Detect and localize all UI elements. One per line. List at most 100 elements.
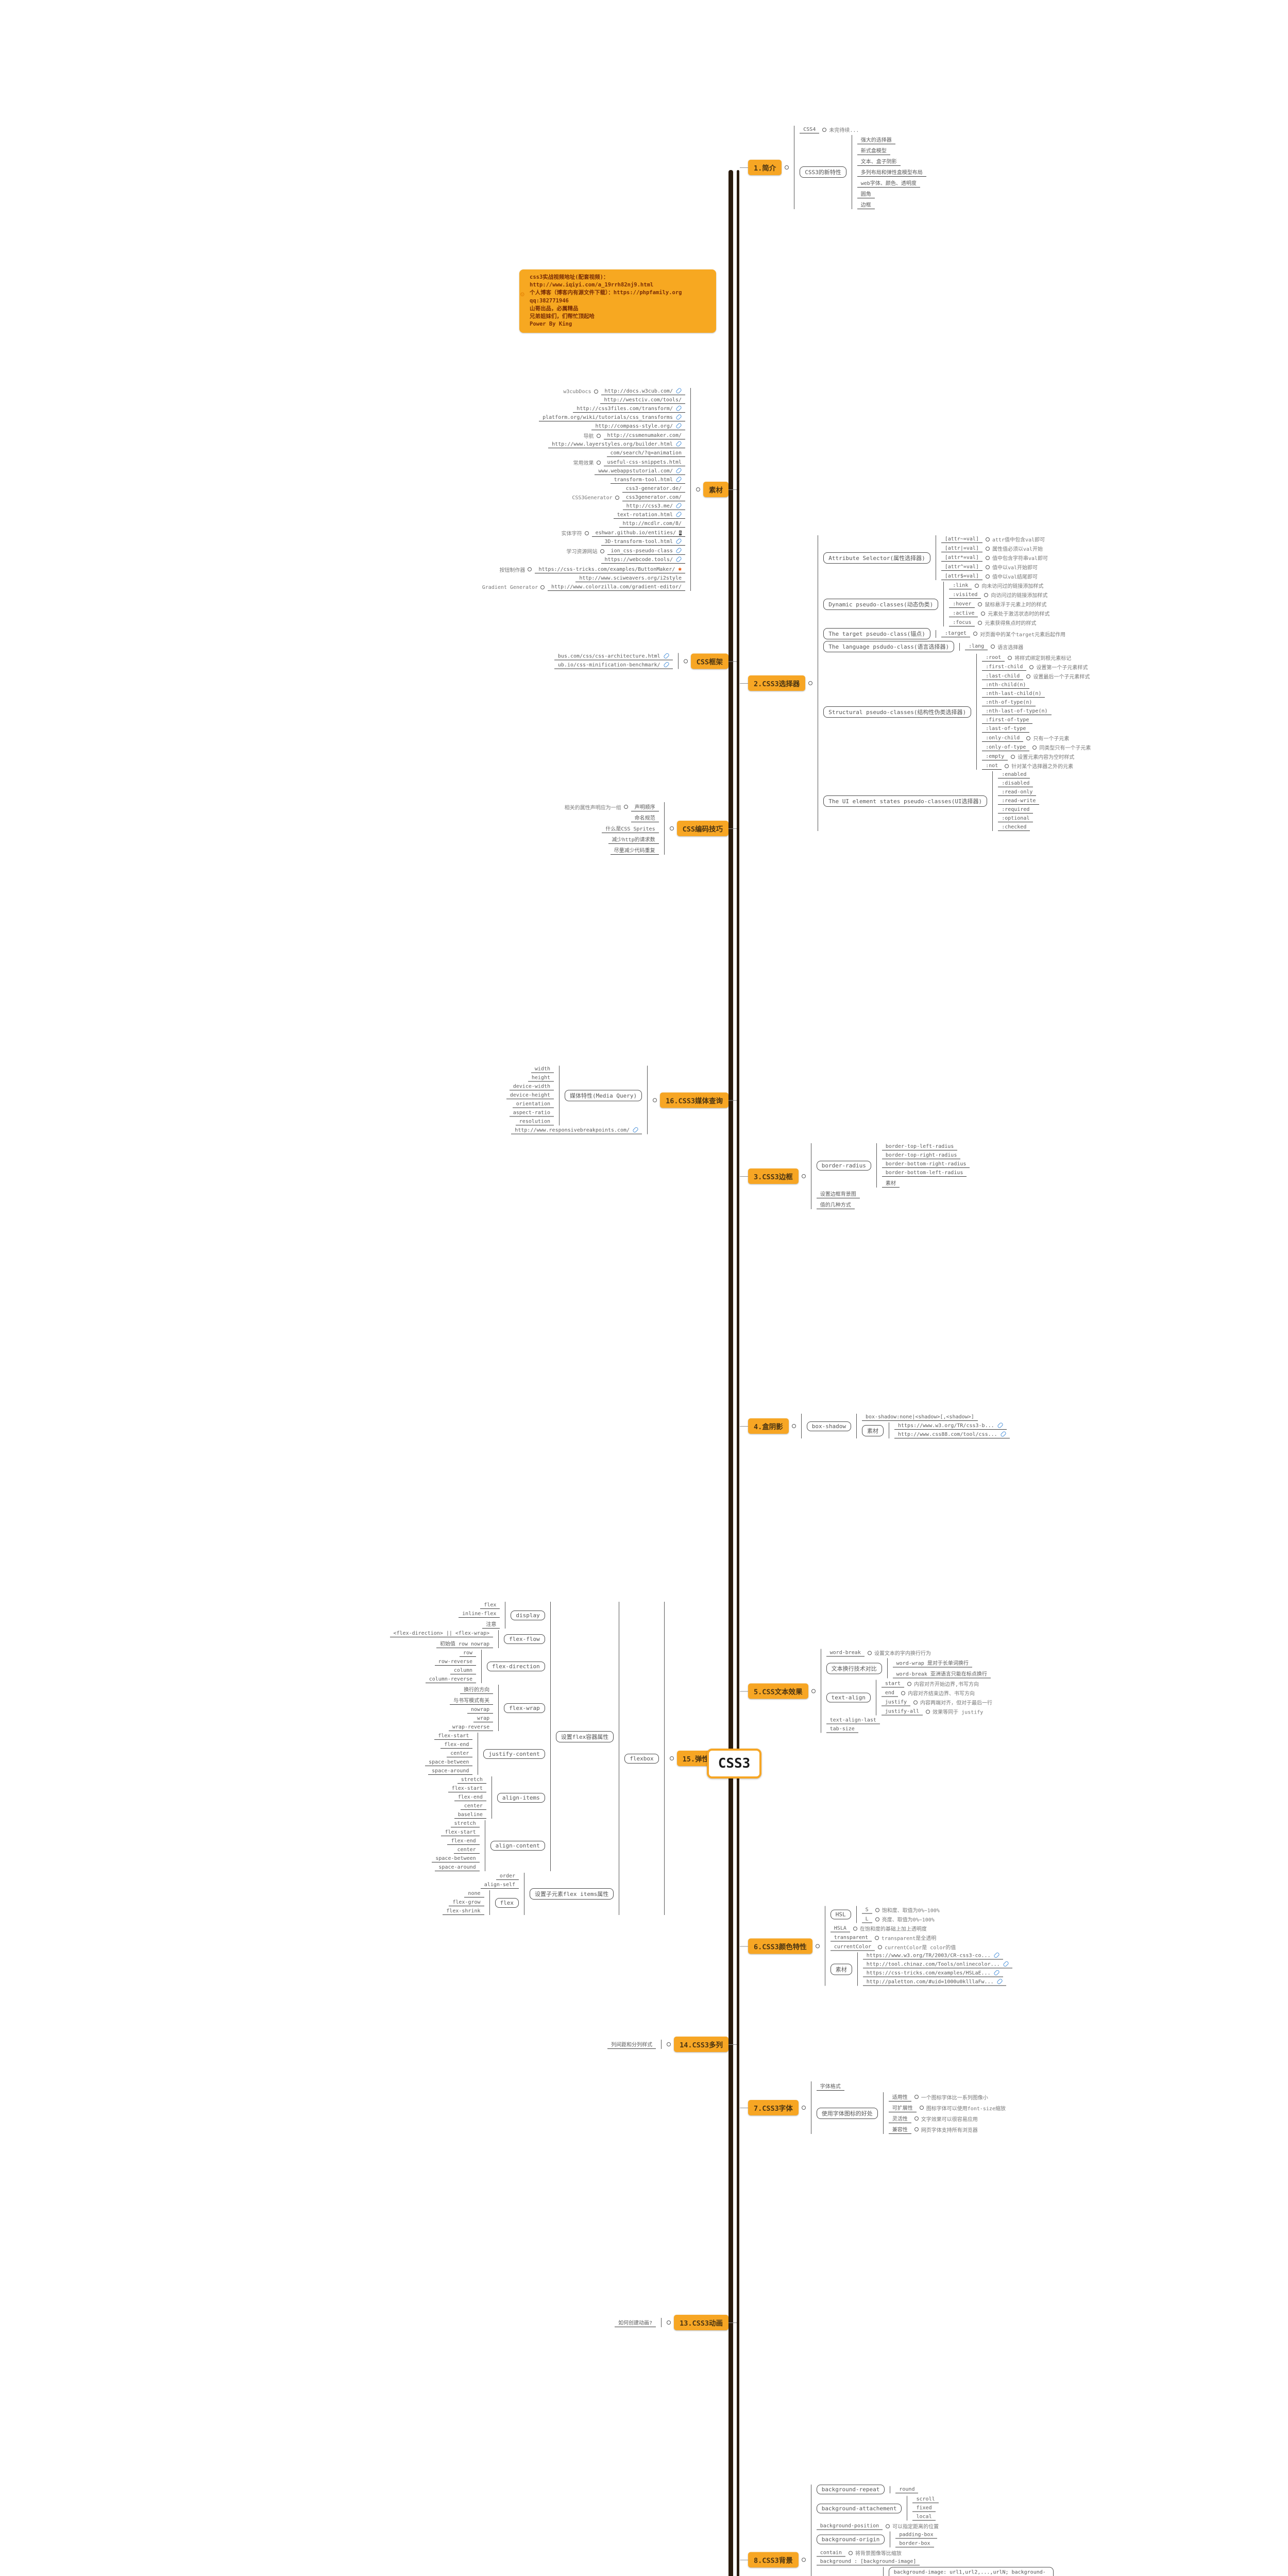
topic-node[interactable]: 设置flex容器属性 — [555, 1731, 614, 1742]
leaf-node[interactable]: space-around — [428, 1768, 473, 1775]
leaf-node[interactable]: ion_css-pseudo-class — [607, 547, 685, 555]
leaf-node[interactable]: http://www.sciweavers.org/i2style — [575, 575, 685, 582]
leaf-node[interactable]: tab-size — [826, 1726, 858, 1733]
leaf-node[interactable]: end — [881, 1689, 898, 1697]
leaf-node[interactable]: 3D-transform-tool.html — [601, 538, 685, 546]
leaf-node[interactable]: width — [531, 1066, 554, 1073]
leaf-node[interactable]: ub.io/css-minification-benchmark/ — [554, 661, 673, 669]
leaf-node[interactable]: useful-css-snippets.html — [603, 459, 685, 466]
leaf-node[interactable]: 多列布局和弹性盒模型布局 — [857, 167, 926, 177]
leaf-node[interactable]: 设置边框背景图 — [816, 1189, 860, 1198]
branch-node[interactable]: 2.CSS3选择器 — [748, 675, 806, 691]
leaf-node[interactable]: :link — [949, 582, 972, 589]
leaf-node[interactable]: :enabled — [998, 771, 1030, 778]
leaf-node[interactable]: :target — [941, 630, 971, 637]
branch-node[interactable]: 3.CSS3边框 — [748, 1168, 799, 1184]
branch-node[interactable]: 13.CSS3动画 — [674, 2315, 728, 2330]
topic-node[interactable]: 文本换行技术对比 — [826, 1663, 882, 1674]
leaf-node[interactable]: flex-start — [434, 1733, 473, 1740]
leaf-node[interactable]: http://mcdlr.com/8/ — [619, 520, 685, 528]
topic-node[interactable]: background-origin — [816, 2534, 885, 2545]
leaf-node[interactable]: [attr|=val] — [941, 545, 982, 552]
leaf-node[interactable]: http://tool.chinaz.com/Tools/onlinecolor… — [862, 1960, 1012, 1969]
leaf-node[interactable]: :visited — [949, 591, 981, 599]
leaf-node[interactable]: 素材 — [882, 1178, 900, 1188]
leaf-node[interactable]: 列间距和分列样式 — [607, 2040, 656, 2049]
leaf-node[interactable]: 圆角 — [857, 189, 875, 198]
leaf-node[interactable]: transform-tool.html — [610, 476, 685, 484]
leaf-node[interactable]: :read-only — [998, 789, 1037, 796]
leaf-node[interactable]: :first-child — [982, 664, 1027, 671]
leaf-node[interactable]: start — [881, 1680, 904, 1687]
leaf-node[interactable]: 注意 — [482, 1619, 500, 1629]
leaf-node[interactable]: http://www.colorzilla.com/gradient-edito… — [548, 584, 685, 591]
leaf-node[interactable]: space-around — [435, 1864, 480, 1871]
leaf-node[interactable]: baseline — [454, 1811, 486, 1819]
leaf-node[interactable]: :not — [982, 762, 1002, 770]
leaf-node[interactable]: contain — [816, 2549, 845, 2556]
leaf-node[interactable]: space-between — [432, 1855, 480, 1862]
leaf-node[interactable]: platform.org/wiki/tutorials/css_transfor… — [539, 414, 685, 421]
leaf-node[interactable]: :active — [949, 610, 978, 617]
topic-node[interactable]: background-repeat — [816, 2484, 885, 2495]
leaf-node[interactable]: border-top-right-radius — [882, 1152, 961, 1159]
branch-node[interactable]: 8.CSS3背景 — [748, 2552, 799, 2567]
leaf-node[interactable]: order — [496, 1873, 519, 1880]
leaf-node[interactable]: http://cssmenumaker.com/ — [603, 432, 685, 439]
topic-node[interactable]: The language psdudo-class(语言选择器) — [823, 641, 955, 652]
leaf-node[interactable]: :nth-last-of-type(n) — [982, 708, 1052, 715]
topic-node[interactable]: CSS3的新特性 — [800, 166, 846, 178]
topic-node[interactable]: box-shadow — [806, 1421, 851, 1431]
topic-node[interactable]: flexbox — [624, 1753, 659, 1764]
leaf-node[interactable]: scroll — [912, 2496, 939, 2503]
leaf-node[interactable]: bus.com/css/css-architecture.html — [554, 652, 673, 660]
leaf-node[interactable]: :nth-child(n) — [982, 682, 1030, 689]
leaf-node[interactable]: :lang — [965, 643, 988, 650]
leaf-node[interactable]: CSS4 — [800, 126, 820, 133]
leaf-node[interactable]: http://css3files.com/transform/ — [573, 405, 685, 413]
leaf-node[interactable]: :focus — [949, 619, 975, 626]
leaf-node[interactable]: column-reverse — [425, 1676, 477, 1683]
leaf-node[interactable]: http://www.layerstyles.org/builder.html — [548, 440, 685, 448]
leaf-node[interactable]: center — [460, 1803, 486, 1810]
leaf-node[interactable]: background : [background-image] — [816, 2558, 920, 2566]
leaf-node[interactable]: :nth-of-type(n) — [982, 699, 1036, 706]
topic-node[interactable]: Dynamic pseudo-classes(动态伪类) — [823, 598, 939, 610]
leaf-node[interactable]: [attr$=val] — [941, 573, 982, 580]
topic-node[interactable]: flex-wrap — [504, 1703, 545, 1713]
leaf-node[interactable]: 如何创建动画? — [615, 2318, 656, 2327]
leaf-node[interactable]: flex — [480, 1602, 500, 1609]
topic-node[interactable]: display — [511, 1610, 545, 1620]
leaf-node[interactable]: S — [861, 1906, 872, 1913]
topic-node[interactable]: flex — [495, 1897, 519, 1908]
leaf-node[interactable]: device-height — [506, 1092, 554, 1099]
topic-node[interactable]: align-items — [497, 1792, 545, 1803]
leaf-node[interactable]: http://www.responsivebreakpoints.com/ — [511, 1126, 642, 1134]
topic-node[interactable]: background-attachement — [816, 2503, 902, 2513]
topic-node[interactable]: 素材 — [862, 1425, 884, 1436]
leaf-node[interactable]: :nth-last-child(n) — [982, 690, 1045, 698]
leaf-node[interactable]: border-top-left-radius — [882, 1143, 958, 1150]
leaf-node[interactable]: :checked — [998, 824, 1030, 831]
leaf-node[interactable]: word-break 亚洲语言只能在标点换行 — [892, 1669, 991, 1679]
leaf-node[interactable]: 尽量减少代码重复 — [610, 845, 659, 855]
leaf-node[interactable]: justify-all — [881, 1708, 923, 1715]
leaf-node[interactable]: :last-child — [982, 673, 1024, 680]
leaf-node[interactable]: 可扩展性 — [888, 2103, 917, 2112]
leaf-node[interactable]: https://www.w3.org/TR/2003/CR-css3-co... — [862, 1952, 1003, 1960]
branch-node[interactable]: 14.CSS3多列 — [674, 2037, 728, 2052]
leaf-node[interactable]: 强大的选择器 — [857, 135, 895, 144]
leaf-node[interactable]: 初始值 row nowrap — [436, 1639, 494, 1648]
leaf-node[interactable]: center — [447, 1750, 473, 1757]
leaf-node[interactable]: stretch — [450, 1820, 480, 1827]
leaf-node[interactable]: border-bottom-left-radius — [882, 1170, 967, 1177]
leaf-node[interactable]: word-break — [826, 1649, 865, 1656]
branch-node[interactable]: 1.简介 — [748, 160, 782, 175]
leaf-node[interactable]: :hover — [949, 601, 975, 608]
leaf-node[interactable]: 减少http的请求数 — [608, 835, 659, 844]
leaf-node[interactable]: :only-of-type — [982, 744, 1030, 751]
leaf-node[interactable]: :empty — [982, 753, 1008, 760]
leaf-node[interactable]: column — [450, 1667, 477, 1674]
topic-node[interactable]: HSL — [830, 1909, 851, 1920]
leaf-node[interactable]: http://www.css88.com/tool/css... — [894, 1431, 1010, 1438]
